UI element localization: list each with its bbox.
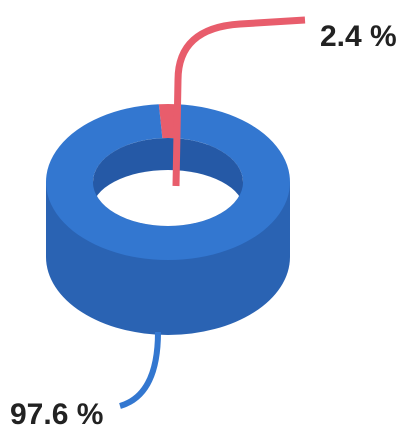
leader-line (172, 16, 306, 187)
ring-hole (93, 170, 243, 226)
leader-line (119, 331, 161, 409)
data-label: 2.4 % (320, 20, 397, 53)
ring-top (45, 103, 290, 260)
data-label: 97.6 % (10, 398, 103, 431)
pie-segment (158, 103, 178, 139)
pie-segment (45, 104, 290, 260)
